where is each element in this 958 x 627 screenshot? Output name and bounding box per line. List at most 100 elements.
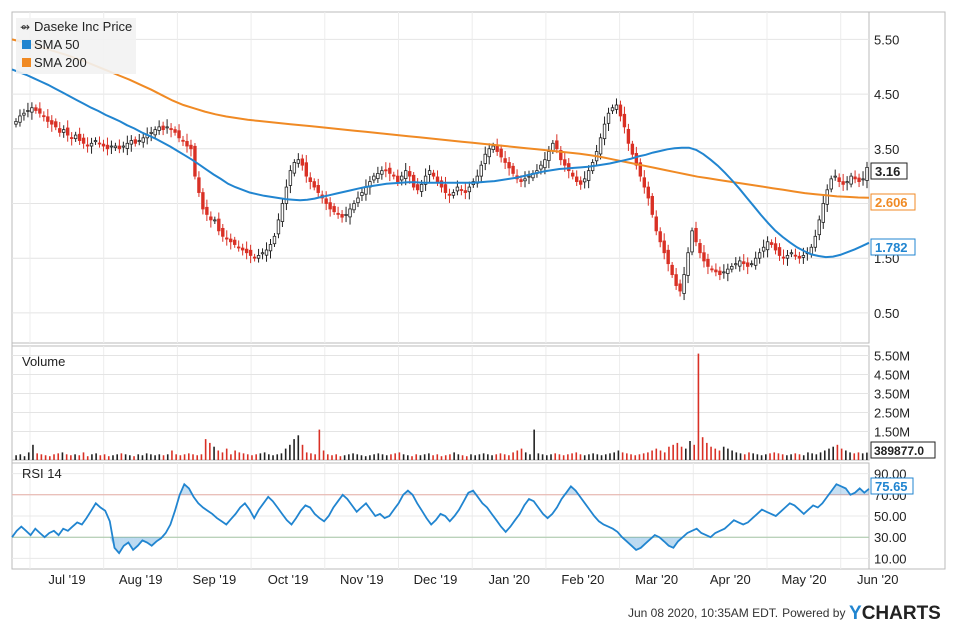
- candle-body: [197, 177, 201, 193]
- candle-body: [34, 107, 38, 111]
- candle-body: [567, 163, 571, 172]
- candle-body: [244, 248, 249, 254]
- x-tick-label: May '20: [781, 572, 826, 587]
- candle-body: [706, 258, 710, 267]
- candle-body: [328, 202, 332, 210]
- candle-body: [734, 263, 738, 266]
- candle-body: [185, 140, 189, 147]
- candle-body: [209, 216, 213, 221]
- volume-tick-label: 5.50M: [874, 349, 910, 364]
- candle-body: [125, 142, 130, 149]
- candle-body: [666, 249, 670, 265]
- x-tick-label: Dec '19: [414, 572, 458, 587]
- candle-body: [89, 142, 94, 147]
- candle-body: [260, 252, 265, 255]
- candle-body: [376, 172, 380, 179]
- candle-body: [344, 214, 348, 216]
- rsi-oversold-fill: [668, 537, 674, 548]
- candle-body: [221, 227, 225, 237]
- candle-body: [38, 108, 42, 114]
- price-tick-label: 4.50: [874, 87, 899, 102]
- ycharts-logo[interactable]: YCHARTS: [849, 603, 941, 624]
- candle-body: [813, 235, 818, 248]
- legend-bg: [16, 18, 136, 74]
- candle-body: [797, 255, 802, 259]
- candle-body: [563, 159, 567, 166]
- candle-body: [264, 249, 269, 256]
- candle-body: [77, 133, 82, 141]
- sma200-last-badge: 2.606: [870, 193, 916, 211]
- candle-body: [638, 162, 643, 177]
- candle-body: [396, 175, 400, 183]
- rsi-tick-label: 50.00: [874, 509, 907, 524]
- candle-body: [268, 244, 273, 252]
- svg-text:3.16: 3.16: [875, 164, 900, 179]
- candle-body: [225, 237, 229, 240]
- candle-body: [161, 125, 165, 131]
- grid-lines: [12, 12, 869, 569]
- legend-price-icon: ⇴: [20, 20, 30, 34]
- candle-body: [857, 177, 861, 183]
- sma200-line: [11, 38, 870, 199]
- price-candles: [14, 98, 869, 301]
- candle-body: [415, 184, 420, 191]
- candle-body: [634, 153, 639, 166]
- candle-body: [117, 145, 122, 150]
- svg-text:389877.0: 389877.0: [874, 444, 924, 458]
- candle-body: [256, 255, 261, 259]
- candle-body: [507, 162, 511, 169]
- candle-body: [821, 203, 825, 223]
- candle-body: [650, 195, 654, 215]
- candle-body: [201, 192, 205, 210]
- candle-body: [300, 158, 305, 166]
- candle-body: [610, 107, 615, 112]
- price-last-badge: 3.16: [870, 162, 908, 180]
- candle-body: [769, 242, 774, 245]
- candle-body: [658, 231, 662, 243]
- candle-body: [547, 151, 551, 161]
- candle-body: [499, 148, 503, 158]
- candle-body: [173, 129, 177, 133]
- candle-body: [614, 104, 619, 110]
- candle-body: [575, 176, 579, 183]
- candle-body: [276, 219, 281, 235]
- candle-body: [233, 239, 237, 245]
- candle-body: [777, 247, 782, 256]
- candle-body: [133, 139, 137, 144]
- candle-body: [316, 185, 320, 193]
- price-panel: [11, 11, 870, 344]
- candle-body: [248, 249, 253, 256]
- candle-body: [710, 268, 714, 271]
- candle-body: [757, 252, 762, 259]
- candle-body: [81, 137, 86, 144]
- legend-sma200-label: SMA 200: [34, 55, 87, 70]
- candle-body: [861, 178, 865, 181]
- candle-body: [73, 134, 78, 140]
- candle-body: [690, 230, 694, 253]
- legend-sma200-swatch: [22, 58, 31, 67]
- candle-body: [252, 256, 257, 259]
- candle-body: [388, 167, 392, 174]
- sma50-last-badge: 1.782: [870, 238, 916, 256]
- rsi-oversold-fill: [147, 537, 152, 546]
- candle-body: [137, 140, 141, 142]
- x-tick-label: Jul '19: [48, 572, 85, 587]
- candle-body: [662, 240, 666, 254]
- candle-body: [694, 227, 698, 243]
- volume-last-badge: 389877.0: [870, 441, 936, 459]
- candle-body: [773, 243, 778, 251]
- svg-text:75.65: 75.65: [875, 479, 908, 494]
- rsi-oversold-fill: [636, 537, 641, 550]
- rsi-tick-label: 30.00: [874, 530, 907, 545]
- x-tick-label: Sep '19: [193, 572, 237, 587]
- candle-body: [845, 181, 849, 184]
- candle-body: [121, 145, 126, 148]
- candle-body: [698, 243, 702, 254]
- candle-body: [18, 115, 22, 123]
- candle-body: [411, 174, 416, 188]
- candle-body: [670, 264, 674, 276]
- candle-body: [177, 130, 181, 139]
- candle-body: [312, 181, 316, 188]
- candle-body: [419, 183, 424, 192]
- candle-body: [682, 274, 686, 294]
